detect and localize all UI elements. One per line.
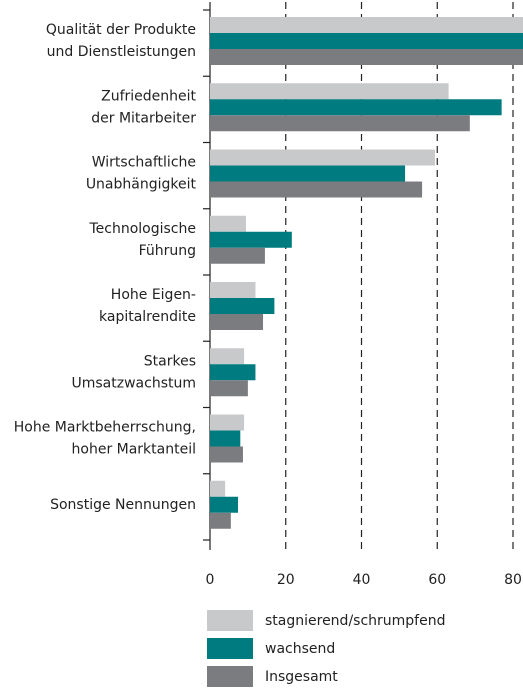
legend-label: stagnierend/schrumpfend: [265, 613, 445, 629]
bar: [210, 165, 406, 182]
legend-label: Insgesamt: [265, 669, 338, 685]
category-label: Technologische Führung: [88, 221, 196, 259]
bar: [210, 247, 265, 264]
bar: [210, 17, 523, 33]
category-label: Zufriedenheit der Mitarbeiter: [91, 88, 196, 126]
x-tick-label: 0: [206, 572, 215, 588]
category-label-line: Hohe Eigen-: [111, 287, 196, 303]
bar: [210, 149, 435, 166]
bar: [210, 430, 241, 447]
category-label-line: und Dienstleistungen: [47, 44, 196, 60]
category-label-line: Technologische: [88, 221, 196, 237]
legend-swatch: [207, 638, 253, 659]
category-label: Starkes Umsatzwachstum: [72, 353, 197, 391]
x-tick-label: 20: [277, 572, 295, 588]
legend-label: wachsend: [265, 641, 335, 657]
category-label-line: Führung: [139, 243, 196, 259]
bar: [210, 99, 502, 116]
legend-swatch: [207, 610, 253, 631]
category-label-line: Unabhängigkeit: [86, 177, 197, 193]
bar: [210, 83, 449, 100]
bar: [210, 446, 243, 463]
category-label-line: Wirtschaftliche: [92, 155, 196, 171]
bar: [210, 496, 239, 513]
bar: [210, 480, 226, 497]
x-tick-label: 80: [504, 572, 522, 588]
category-label-line: Zufriedenheit: [101, 88, 196, 104]
x-tick-label: 60: [428, 572, 446, 588]
bar: [210, 215, 246, 232]
category-label: Qualität der Produkte und Dienstleistunge…: [46, 22, 196, 60]
bars: [210, 17, 523, 529]
category-label-line: Sonstige Nennungen: [50, 497, 196, 513]
category-label: Sonstige Nennungen: [50, 497, 196, 513]
category-label-line: hoher Marktanteil: [72, 442, 196, 458]
category-label: Hohe Marktbeherrschung, hoher Marktanteil: [14, 420, 196, 458]
bar: [210, 348, 245, 365]
category-label-line: kapitalrendite: [99, 309, 196, 325]
category-label-line: Starkes: [144, 353, 196, 369]
x-tick-label: 40: [353, 572, 371, 588]
category-label-line: der Mitarbeiter: [91, 110, 196, 126]
category-label-line: Umsatzwachstum: [72, 375, 197, 391]
legend-swatch: [207, 666, 253, 687]
bar: [210, 314, 264, 330]
bar: [210, 49, 523, 65]
bar: [210, 380, 248, 397]
category-label-line: Qualität der Produkte: [46, 22, 196, 38]
category-label-line: Hohe Marktbeherrschung,: [14, 420, 196, 436]
bar: [210, 231, 292, 248]
bar: [210, 298, 275, 314]
category-label: Wirtschaftliche Unabhängigkeit: [86, 155, 197, 193]
category-label: Hohe Eigen-kapitalrendite: [99, 287, 196, 325]
bar: [210, 414, 245, 431]
bar: [210, 181, 423, 198]
bar: [210, 512, 231, 529]
bar: [210, 282, 256, 298]
bar: [210, 115, 470, 132]
bar: [210, 364, 256, 381]
bar: [210, 33, 523, 49]
